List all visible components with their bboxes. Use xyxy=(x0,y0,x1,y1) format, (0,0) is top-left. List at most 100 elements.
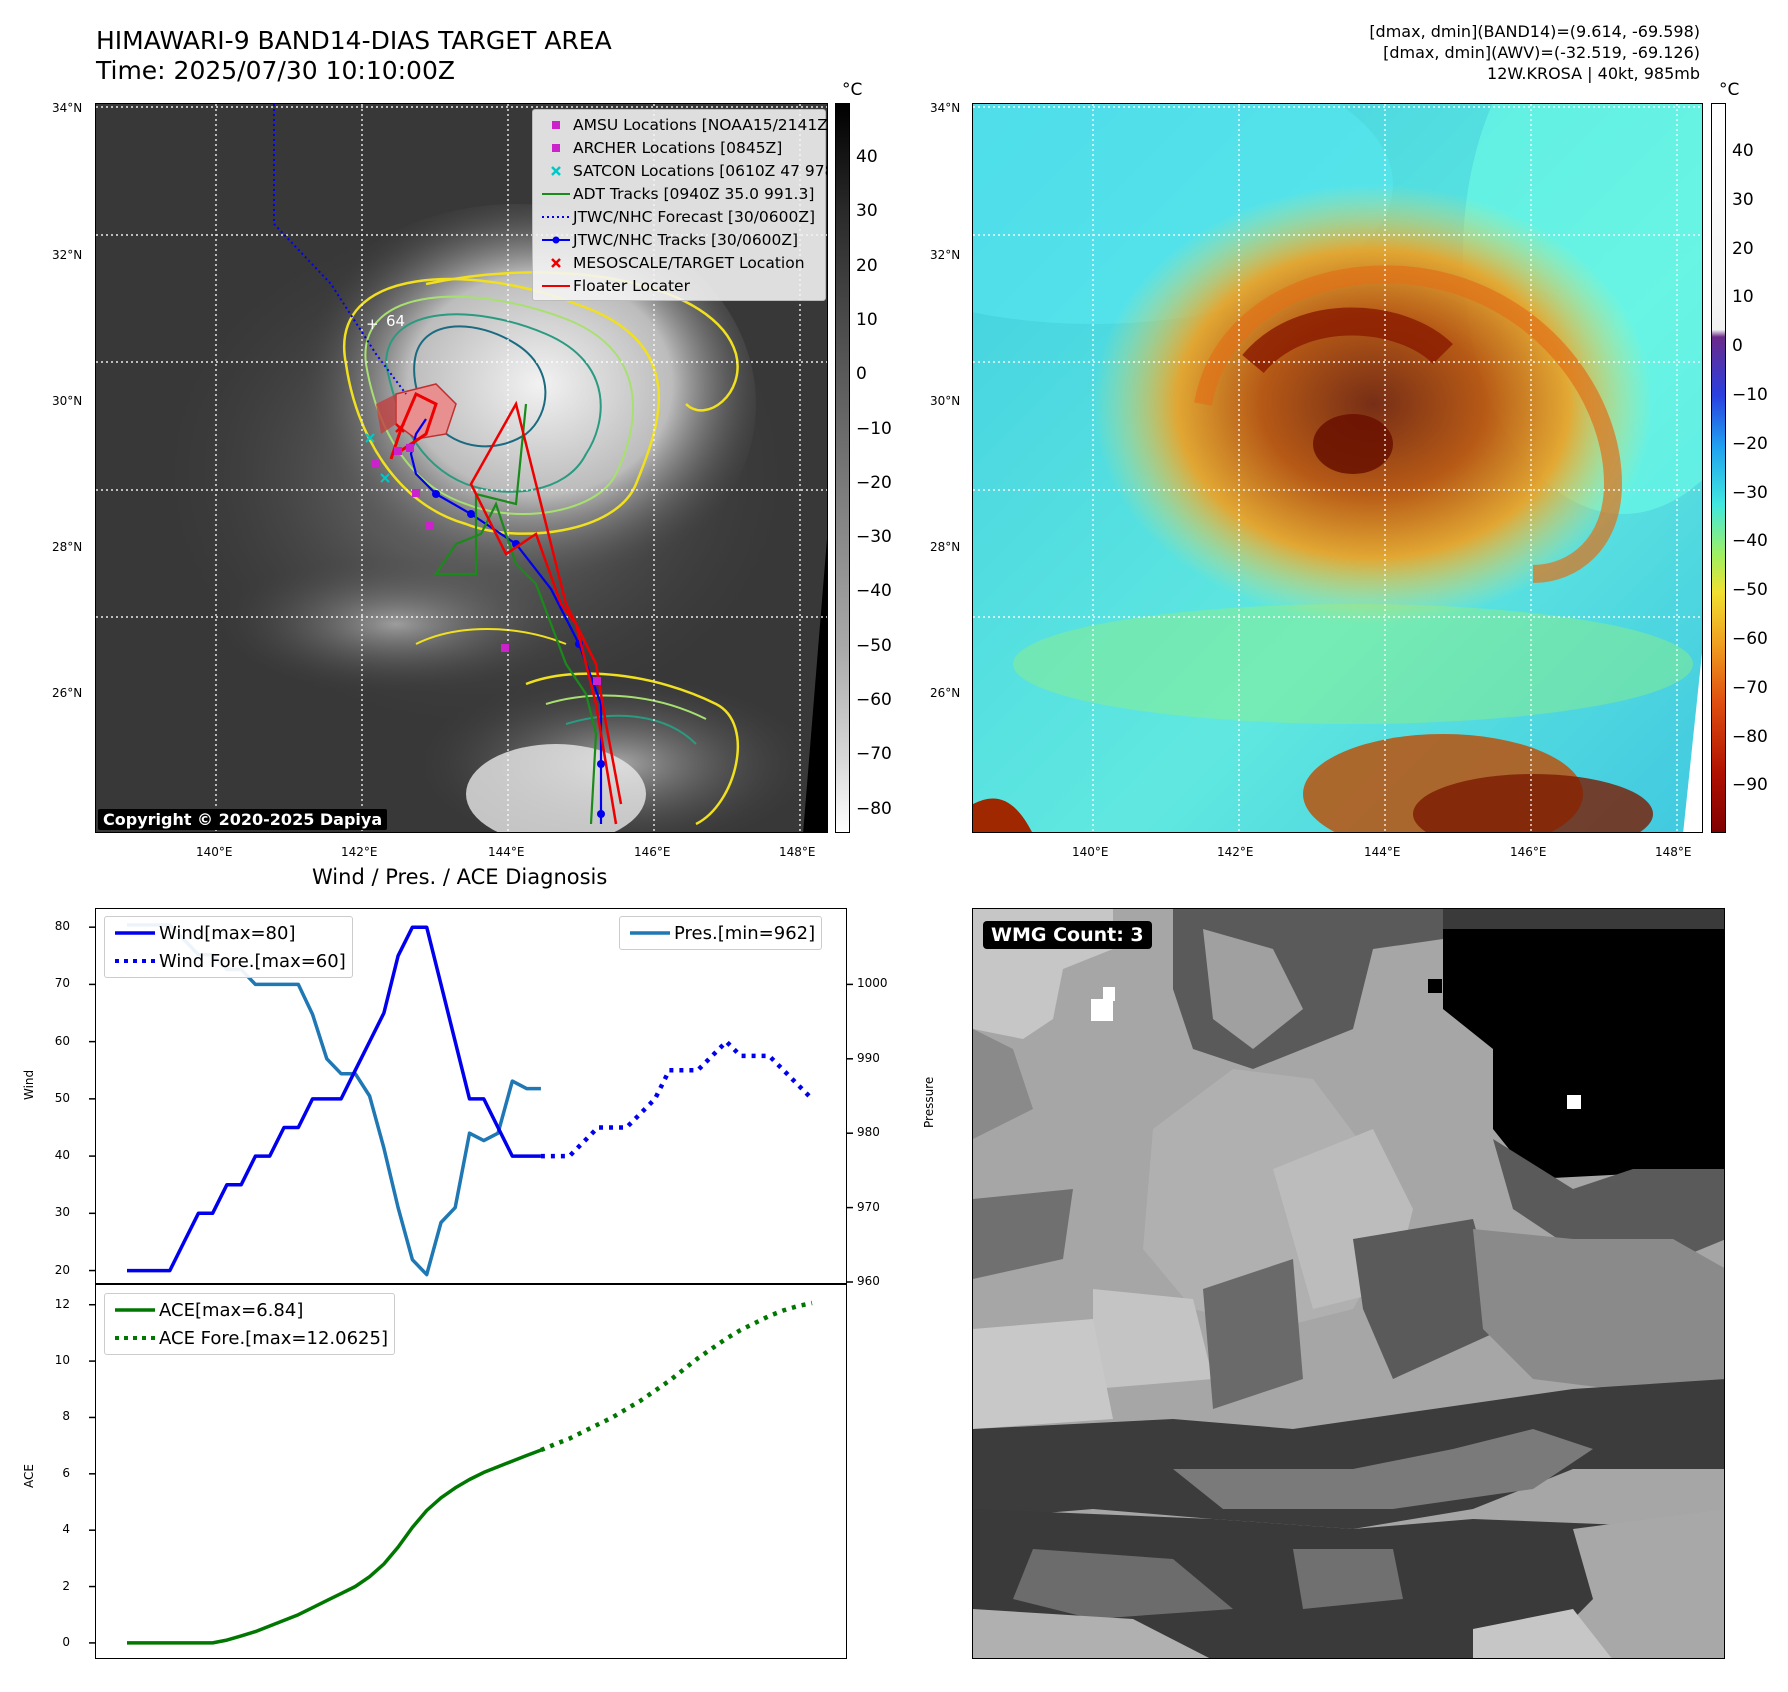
colorbar-tick-label: 20 xyxy=(1732,238,1754,259)
map-legend-label: AMSU Locations [NOAA15/2141Z 52 979] xyxy=(573,115,828,134)
awv-map-panel xyxy=(972,103,1703,833)
awv-map-image xyxy=(973,104,1702,832)
lon-tick-label: 142°E xyxy=(341,845,378,859)
colorbar-tick-label: −10 xyxy=(856,418,892,439)
lat-tick-label: 30°N xyxy=(930,394,961,408)
lat-tick-label: 28°N xyxy=(930,540,961,554)
colorbar-tick-label: −80 xyxy=(856,798,892,819)
lat-tick-label: 32°N xyxy=(930,248,961,262)
colorbar-tick-label: 0 xyxy=(1732,336,1743,357)
colorbar-tick-label: 40 xyxy=(1732,141,1754,161)
dmax-awv-info: [dmax, dmin](AWV)=(-32.519, -69.126) xyxy=(1383,43,1700,62)
lon-tick-label: 142°E xyxy=(1217,845,1254,859)
ace-ytick-label: 0 xyxy=(62,1634,70,1649)
ace-series-line xyxy=(127,1448,542,1645)
lat-tick-label: 32°N xyxy=(52,248,83,262)
wmg-image xyxy=(973,909,1724,1658)
colorbar-tick-label: −50 xyxy=(856,635,892,656)
colorbar-tick-label: 0 xyxy=(856,364,867,385)
contour-annotation: 64 xyxy=(386,312,406,330)
lat-tick-label: 34°N xyxy=(52,101,83,115)
diagnosis-divider xyxy=(95,1283,847,1285)
lon-tick-label: 146°E xyxy=(634,845,671,859)
map-legend-item: AMSU Locations [NOAA15/2141Z 52 979] xyxy=(533,113,828,136)
map-legend-symbol xyxy=(539,159,573,182)
lon-tick-label: 144°E xyxy=(1364,845,1401,859)
ace-forecast-series-line xyxy=(540,1300,813,1453)
pressure-ytick-label: 1000 xyxy=(857,976,888,991)
ir-map-panel: + 64 AMSU Locations [NOAA15/2141Z 52 979… xyxy=(95,103,828,833)
map-legend-item: ARCHER Locations [0845Z] xyxy=(533,136,825,159)
colorbar-tick-label: −60 xyxy=(856,690,892,710)
map-legend-item: ADT Tracks [0940Z 35.0 991.3] xyxy=(533,182,825,205)
lon-tick-label: 140°E xyxy=(196,845,233,859)
wind-ytick-label: 20 xyxy=(54,1262,70,1277)
colorbar-tick-label: −50 xyxy=(1732,580,1768,601)
map-legend-label: SATCON Locations [0610Z 47 978] xyxy=(573,161,828,180)
colorbar-tick-label: 30 xyxy=(856,201,878,222)
colorbar-tick-label: 10 xyxy=(856,309,878,330)
lat-tick-label: 34°N xyxy=(930,101,961,115)
map-legend-item: MESOSCALE/TARGET Location xyxy=(533,251,825,274)
colorbar-tick-label: −70 xyxy=(856,744,892,765)
colorbar-tick-label: −30 xyxy=(856,527,892,548)
lat-tick-label: 30°N xyxy=(52,394,83,408)
ace-ytick-label: 12 xyxy=(54,1296,70,1311)
map-legend-label: MESOSCALE/TARGET Location xyxy=(573,253,805,272)
colorbar-tick-label: −30 xyxy=(1732,482,1768,503)
wmg-count-badge: WMG Count: 3 xyxy=(983,921,1152,949)
colorbar-tick-label: 30 xyxy=(1732,189,1754,210)
colorbar-tick-label: −40 xyxy=(856,581,892,602)
map-legend-symbol xyxy=(539,228,573,251)
wind-legend-observed: Wind[max=80] xyxy=(159,922,296,944)
map-legend-symbol xyxy=(539,251,573,274)
wmg-panel: WMG Count: 3 xyxy=(972,908,1725,1659)
lon-tick-label: 146°E xyxy=(1510,845,1547,859)
map-legend-label: ARCHER Locations [0845Z] xyxy=(573,138,783,157)
ir-colorbar xyxy=(835,103,850,833)
map-legend-symbol xyxy=(539,182,573,205)
wind-ytick-label: 50 xyxy=(54,1090,70,1105)
diagnosis-title: Wind / Pres. / ACE Diagnosis xyxy=(312,865,608,889)
pressure-legend: Pres.[min=962] xyxy=(619,916,823,950)
wind-ytick-label: 40 xyxy=(54,1148,70,1163)
ace-ytick-label: 2 xyxy=(62,1578,70,1593)
wind-ytick-label: 30 xyxy=(54,1205,70,1220)
map-legend-label: JTWC/NHC Tracks [30/0600Z] xyxy=(573,230,799,249)
ace-legend: ACE[max=6.84] ACE Fore.[max=12.0625] xyxy=(104,1293,395,1355)
colorbar-tick-label: 40 xyxy=(856,147,878,167)
pressure-ytick-label: 960 xyxy=(857,1274,880,1288)
colorbar-tick-label: 10 xyxy=(1732,287,1754,308)
awv-colorbar xyxy=(1711,103,1726,833)
copyright-label: Copyright © 2020-2025 Dapiya xyxy=(98,809,388,830)
colorbar-tick-label: −60 xyxy=(1732,629,1768,649)
pressure-ytick-label: 970 xyxy=(857,1199,880,1214)
map-legend-symbol xyxy=(539,136,573,159)
ace-legend-observed: ACE[max=6.84] xyxy=(159,1299,304,1321)
lat-tick-label: 28°N xyxy=(52,540,83,554)
map-legend-item: JTWC/NHC Forecast [30/0600Z] xyxy=(533,205,825,228)
map-legend-label: JTWC/NHC Forecast [30/0600Z] xyxy=(573,207,816,226)
colorbar-tick-label: −10 xyxy=(1732,385,1768,405)
wind-series-line xyxy=(127,925,541,1273)
ir-colorbar-unit: °C xyxy=(842,80,863,100)
colorbar-tick-label: −20 xyxy=(1732,433,1768,454)
figure-title-line1: HIMAWARI-9 BAND14-DIAS TARGET AREA xyxy=(96,26,612,55)
colorbar-tick-label: −80 xyxy=(1732,726,1768,747)
wind-ytick-label: 70 xyxy=(54,976,70,991)
ace-legend-forecast: ACE Fore.[max=12.0625] xyxy=(159,1327,388,1349)
wind-forecast-series-line xyxy=(540,1039,814,1159)
awv-colorbar-unit: °C xyxy=(1719,80,1740,100)
dmax-band14-info: [dmax, dmin](BAND14)=(9.614, -69.598) xyxy=(1369,22,1700,41)
ace-ytick-label: 8 xyxy=(62,1409,70,1424)
map-legend-label: Floater Locater xyxy=(573,276,690,295)
lon-tick-label: 148°E xyxy=(779,845,816,859)
wind-legend-forecast: Wind Fore.[max=60] xyxy=(159,950,346,972)
colorbar-tick-label: −40 xyxy=(1732,531,1768,552)
colorbar-tick-label: −90 xyxy=(1732,775,1768,796)
map-legend: AMSU Locations [NOAA15/2141Z 52 979] ARCH… xyxy=(532,109,828,301)
lon-tick-label: 144°E xyxy=(488,845,525,859)
lat-tick-label: 26°N xyxy=(52,686,83,700)
pressure-legend-observed: Pres.[min=962] xyxy=(674,922,816,944)
lat-tick-label: 26°N xyxy=(930,686,961,700)
